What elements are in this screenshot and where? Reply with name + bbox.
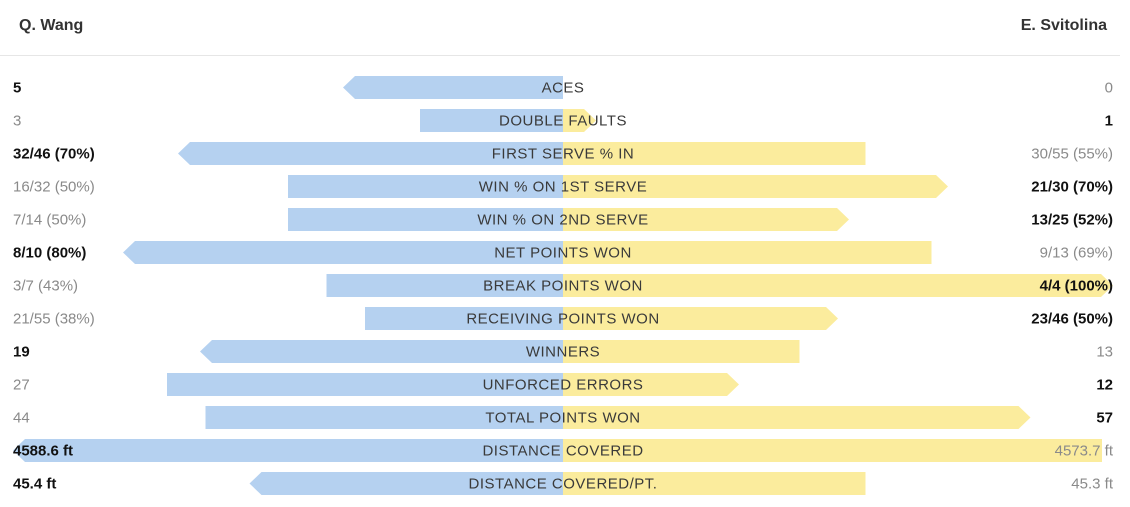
bar-right bbox=[563, 142, 866, 165]
stat-label: WIN % ON 2ND SERVE bbox=[477, 212, 648, 229]
stat-label: WIN % ON 1ST SERVE bbox=[479, 179, 648, 196]
bar-left bbox=[200, 340, 563, 363]
bar-right bbox=[563, 208, 849, 231]
value-right: 30/55 (55%) bbox=[1031, 146, 1113, 163]
bar-left bbox=[249, 472, 563, 495]
bar-left bbox=[420, 109, 563, 132]
bar-left bbox=[205, 406, 563, 429]
value-right: 1 bbox=[1105, 113, 1113, 130]
value-left: 3/7 (43%) bbox=[13, 278, 78, 295]
value-right: 57 bbox=[1096, 410, 1113, 427]
player-right-name: E. Svitolina bbox=[1020, 17, 1107, 34]
value-left: 8/10 (80%) bbox=[13, 245, 86, 262]
bar-right bbox=[563, 175, 948, 198]
stat-label: DISTANCE COVERED/PT. bbox=[469, 476, 658, 493]
bar-left bbox=[326, 274, 563, 297]
stat-label: WINNERS bbox=[526, 344, 600, 361]
bar-right bbox=[563, 241, 932, 264]
bar-left bbox=[167, 373, 563, 396]
value-right: 0 bbox=[1105, 80, 1113, 97]
value-right: 13 bbox=[1096, 344, 1113, 361]
value-left: 7/14 (50%) bbox=[13, 212, 86, 229]
bar-right bbox=[563, 274, 1113, 297]
stat-label: TOTAL POINTS WON bbox=[485, 410, 640, 427]
bar-left bbox=[365, 307, 563, 330]
stat-label: RECEIVING POINTS WON bbox=[466, 311, 659, 328]
value-left: 44 bbox=[13, 410, 30, 427]
stat-label: BREAK POINTS WON bbox=[483, 278, 643, 295]
value-right: 13/25 (52%) bbox=[1031, 212, 1113, 229]
value-right: 21/30 (70%) bbox=[1031, 179, 1113, 196]
bar-left bbox=[343, 76, 563, 99]
bar-right bbox=[563, 340, 800, 363]
value-left: 5 bbox=[13, 80, 21, 97]
value-right: 23/46 (50%) bbox=[1031, 311, 1113, 328]
bar-right bbox=[563, 439, 1102, 462]
bar-left bbox=[13, 439, 563, 462]
value-left: 19 bbox=[13, 344, 30, 361]
bar-right bbox=[563, 406, 1031, 429]
value-right: 9/13 (69%) bbox=[1040, 245, 1113, 262]
value-left: 45.4 ft bbox=[13, 476, 56, 493]
stat-label: UNFORCED ERRORS bbox=[483, 377, 644, 394]
stat-label: ACES bbox=[542, 80, 585, 97]
bar-right bbox=[563, 109, 596, 132]
value-right: 45.3 ft bbox=[1071, 476, 1114, 493]
stat-label: FIRST SERVE % IN bbox=[492, 146, 634, 163]
bar-left bbox=[288, 208, 563, 231]
value-left: 16/32 (50%) bbox=[13, 179, 95, 196]
stat-label: NET POINTS WON bbox=[494, 245, 632, 262]
header: Q. Wang E. Svitolina bbox=[0, 0, 1120, 56]
bar-left bbox=[123, 241, 563, 264]
player-left-name: Q. Wang bbox=[19, 17, 84, 34]
value-left: 4588.6 ft bbox=[13, 443, 73, 460]
value-left: 27 bbox=[13, 377, 30, 394]
bar-left bbox=[288, 175, 563, 198]
value-left: 21/55 (38%) bbox=[13, 311, 95, 328]
stat-label: DOUBLE FAULTS bbox=[499, 113, 627, 130]
value-right: 4/4 (100%) bbox=[1040, 278, 1113, 295]
value-right: 4573.7 ft bbox=[1055, 443, 1114, 460]
value-left: 32/46 (70%) bbox=[13, 146, 95, 163]
value-right: 12 bbox=[1096, 377, 1113, 394]
bar-right bbox=[563, 472, 866, 495]
bar-left bbox=[178, 142, 563, 165]
stat-label: DISTANCE COVERED bbox=[482, 443, 643, 460]
bar-right bbox=[563, 373, 739, 396]
value-left: 3 bbox=[13, 113, 21, 130]
bar-right bbox=[563, 307, 838, 330]
